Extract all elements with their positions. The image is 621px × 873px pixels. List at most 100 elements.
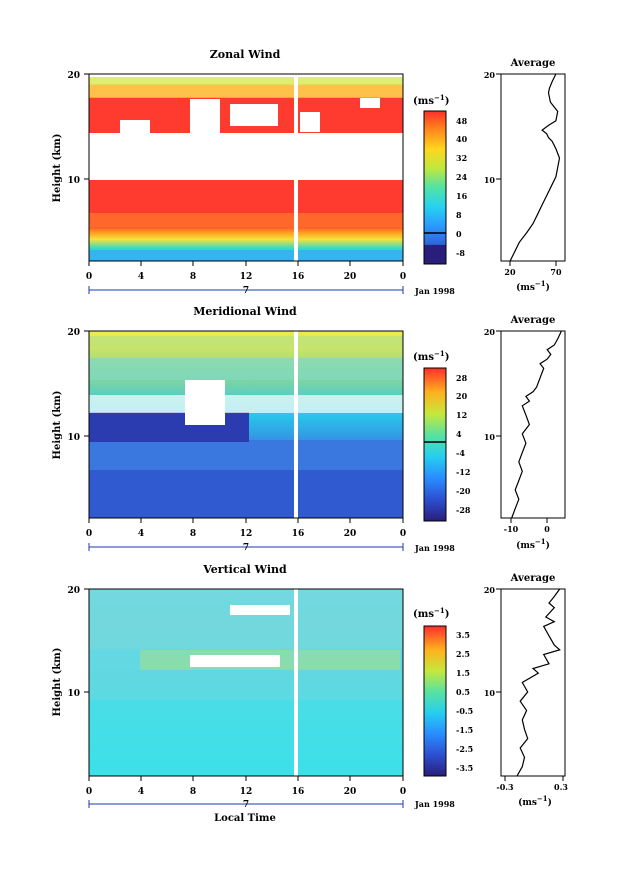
average-panel: Average 20 10 -0.3 0.3 (ms−1) [484,573,569,808]
average-title: Average [510,58,556,69]
colorbar-label: 4 [456,429,462,439]
average-panel: Average 20 10 20 70 (ms−1) [484,58,566,293]
tick-label: 0 [400,529,406,539]
tick-label: 20 [504,267,516,277]
date-bar: 7 [88,286,404,296]
colorbar-label: 12 [456,410,467,420]
y-axis: 20 10 Height (km) [52,586,89,716]
colorbar-label: -3.5 [456,763,473,773]
colorbar-label: 40 [456,134,468,144]
x-axis-ticks [88,776,404,781]
panel-meridional: Meridional Wind 0 4 8 12 [52,305,566,553]
tick-label: 8 [190,787,196,797]
tick-label: 10 [67,433,80,443]
tick-label: 20 [67,71,80,81]
tick-label: 0 [86,787,92,797]
colorbar-label: 8 [456,210,462,220]
average-profile-line [516,588,561,777]
x-axis-tick-labels: 0 4 8 12 16 20 0 [86,272,406,282]
average-profile-line [511,330,562,519]
date-marker: 7 [243,800,249,810]
colorbar-label: 0.5 [456,687,470,697]
date-bar: 7 [88,543,404,553]
tick-label: 0 [86,272,92,282]
x-axis-tick-labels: 0 4 8 12 16 20 0 [86,529,406,539]
tick-label: 0.3 [554,782,568,792]
colorbar-label: -20 [456,486,471,496]
tick-label: 4 [138,529,144,539]
colorbar-label: 24 [456,172,468,182]
colorbar-label: -12 [456,467,470,477]
tick-label: 20 [484,585,496,595]
tick-label: 16 [292,787,305,797]
colorbar-unit: (ms−1) [413,93,449,107]
tick-label: 0 [86,529,92,539]
colorbar-label: -28 [456,505,471,515]
average-panel: Average 20 10 -10 0 (ms−1) [484,315,566,551]
tick-label: 10 [484,688,496,698]
y-axis: 20 10 Height (km) [52,328,89,459]
colorbar-label: -2.5 [456,744,473,754]
tick-label: 20 [484,327,496,337]
tick-label: 4 [138,787,144,797]
colorbar-unit: (ms−1) [413,349,449,363]
average-xlabel: (ms−1) [516,537,550,551]
tick-label: 12 [240,272,253,282]
colorbar: (ms−1) 48 40 32 24 16 8 0 -8 [413,93,468,265]
colorbar-label: -1.5 [456,725,473,735]
tick-label: 16 [292,272,305,282]
x-axis-label: Local Time [214,813,276,824]
tick-label: -10 [504,524,519,534]
panel-zonal: Zonal Wind 0 [52,48,566,296]
tick-label: 8 [190,529,196,539]
colorbar-label: 1.5 [456,668,470,678]
date-bar: 7 [88,800,404,810]
tick-label: 10 [67,689,80,699]
x-axis-ticks [88,518,404,523]
colorbar-label: 2.5 [456,649,470,659]
tick-label: 12 [240,529,253,539]
tick-label: 4 [138,272,144,282]
colorbar-label: 32 [456,153,467,163]
tick-label: 0 [544,524,550,534]
tick-label: 10 [67,176,80,186]
y-axis-label: Height (km) [52,391,63,460]
panel-title: Vertical Wind [202,563,287,576]
x-axis-ticks [88,261,404,266]
tick-label: 10 [484,175,496,185]
panel-vertical: Vertical Wind 0 4 8 12 16 20 [52,563,568,824]
tick-label: 20 [67,586,80,596]
tick-label: 20 [67,328,80,338]
average-xlabel: (ms−1) [516,279,550,293]
date-label: Jan 1998 [414,543,455,553]
panel-title: Meridional Wind [193,305,297,318]
colorbar-label: 0 [456,229,462,239]
colorbar-unit: (ms−1) [413,606,449,620]
colorbar: (ms−1) 28 20 12 4 -4 -12 -20 -28 [413,349,471,522]
date-label: Jan 1998 [414,799,455,809]
colorbar-label: 48 [456,116,468,126]
colorbar-label: -4 [456,448,465,458]
tick-label: 8 [190,272,196,282]
y-axis-label: Height (km) [52,134,63,203]
tick-label: 12 [240,787,253,797]
heatmap-field [89,331,403,518]
tick-label: 20 [344,529,357,539]
colorbar-label: -8 [456,248,465,258]
date-label: Jan 1998 [414,286,455,296]
colorbar: (ms−1) 3.5 2.5 1.5 0.5 -0.5 -1.5 -2.5 -3… [413,606,473,777]
average-profile-line [509,73,561,262]
heatmap-field [89,74,403,261]
tick-label: 20 [484,70,496,80]
average-xlabel: (ms−1) [518,794,552,808]
colorbar-label: 20 [456,391,468,401]
heatmap-field [89,589,403,776]
tick-label: -0.3 [496,782,514,792]
average-title: Average [510,573,556,584]
colorbar-label: 28 [456,373,468,383]
tick-label: 20 [344,787,357,797]
tick-label: 10 [484,432,496,442]
tick-label: 16 [292,529,305,539]
tick-label: 20 [344,272,357,282]
